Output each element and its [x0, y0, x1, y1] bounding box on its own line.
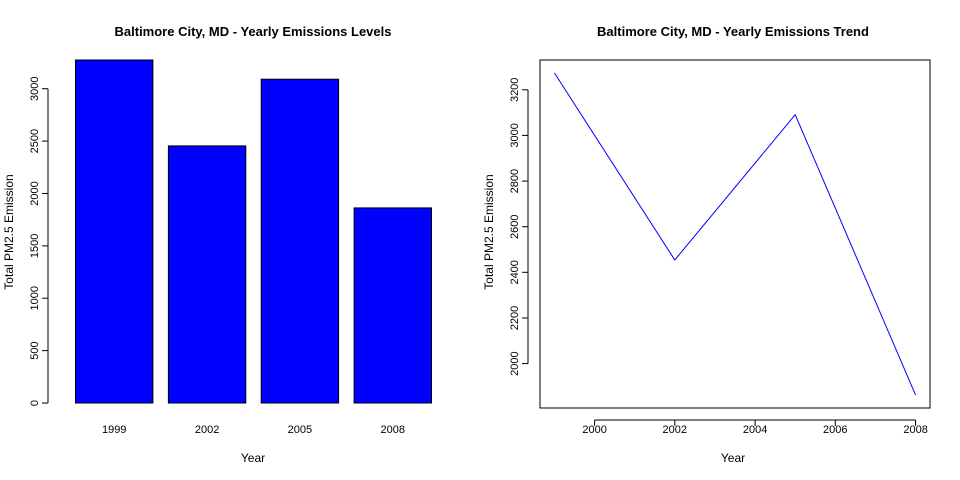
- emissions-trend-line: [553, 72, 917, 396]
- line-y-tick-label: 2800: [509, 169, 521, 193]
- bar-x-tick-label: 2005: [288, 424, 312, 436]
- bar-2005: [260, 78, 340, 404]
- bar-x-tick-label: 2008: [381, 424, 405, 436]
- bar-y-tick-label: 3000: [29, 76, 41, 100]
- line-x-tick-label: 2008: [903, 424, 927, 436]
- line-x-tick-label: 2004: [743, 424, 767, 436]
- line-x-tick-label: 2000: [582, 424, 606, 436]
- line-y-tick-label: 2600: [509, 214, 521, 238]
- bar-y-tick-label: 2000: [29, 181, 41, 205]
- bar-2008: [353, 207, 433, 404]
- bar-chart-y-axis-label: Total PM2.5 Emission: [2, 174, 16, 289]
- line-y-tick-label: 3000: [509, 123, 521, 147]
- bar-y-tick-label: 500: [29, 341, 41, 359]
- line-y-tick-label: 2400: [509, 260, 521, 284]
- line-chart-y-axis-label: Total PM2.5 Emission: [482, 174, 496, 289]
- line-x-tick-label: 2006: [823, 424, 847, 436]
- bar-x-tick-label: 2002: [195, 424, 219, 436]
- bar-chart-title: Baltimore City, MD - Yearly Emissions Le…: [115, 24, 392, 39]
- bar-y-tick-label: 1000: [29, 286, 41, 310]
- line-chart-x-axis-label: Year: [721, 451, 745, 465]
- bar-chart-x-axis-label: Year: [241, 451, 265, 465]
- line-chart-plot-frame: [539, 59, 931, 409]
- bar-2002: [167, 145, 247, 404]
- line-y-tick-label: 2200: [509, 306, 521, 330]
- line-y-tick-label: 2000: [509, 351, 521, 375]
- line-y-tick-label: 3200: [509, 78, 521, 102]
- line-chart-title: Baltimore City, MD - Yearly Emissions Tr…: [597, 24, 869, 39]
- bar-y-tick-label: 0: [29, 400, 41, 406]
- bar-x-tick-label: 1999: [102, 424, 126, 436]
- bar-y-tick-label: 1500: [29, 234, 41, 258]
- bar-1999: [75, 59, 154, 404]
- line-x-tick-label: 2002: [663, 424, 687, 436]
- bar-chart-panel: Baltimore City, MD - Yearly Emissions Le…: [2, 24, 433, 465]
- bar-y-tick-label: 2500: [29, 129, 41, 153]
- line-chart-panel: Baltimore City, MD - Yearly Emissions Tr…: [482, 24, 931, 465]
